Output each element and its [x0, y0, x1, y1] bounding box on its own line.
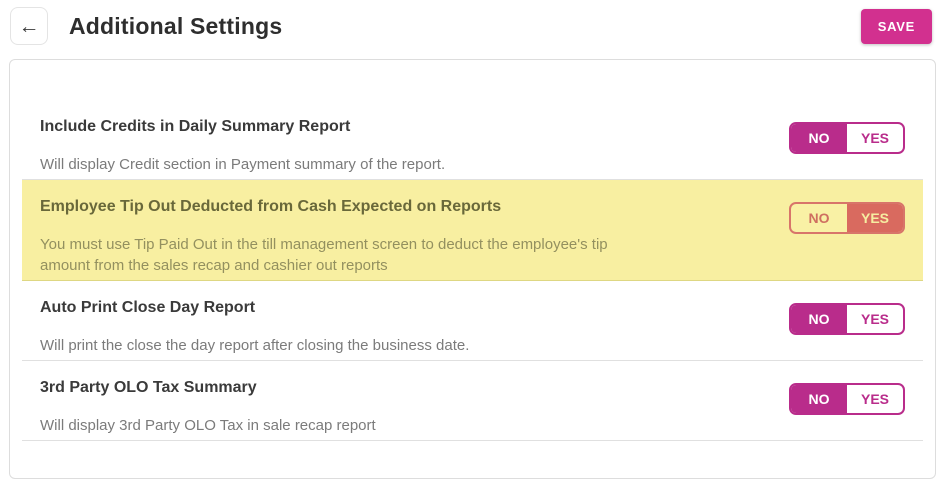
setting-text: Employee Tip Out Deducted from Cash Expe…	[40, 196, 789, 276]
setting-row-3rd-party-olo-tax: 3rd Party OLO Tax Summary Will display 3…	[22, 361, 923, 441]
no-yes-toggle: NO YES	[789, 122, 905, 154]
toggle-yes-option[interactable]: YES	[847, 204, 903, 232]
toggle-yes-option[interactable]: YES	[860, 391, 889, 407]
setting-text: Auto Print Close Day Report Will print t…	[40, 297, 789, 356]
setting-row-auto-print-close-day: Auto Print Close Day Report Will print t…	[22, 281, 923, 361]
no-yes-toggle: NO YES	[789, 383, 905, 415]
toggle-yes-option[interactable]: YES	[860, 311, 889, 327]
page-header: ← Additional Settings SAVE	[0, 0, 945, 51]
setting-description: Will display Credit section in Payment s…	[40, 156, 446, 173]
toggle-no-option[interactable]: NO	[808, 210, 830, 226]
setting-title: Auto Print Close Day Report	[40, 299, 256, 316]
settings-card: Include Credits in Daily Summary Report …	[9, 59, 936, 479]
setting-row-include-credits: Include Credits in Daily Summary Report …	[22, 100, 923, 180]
toggle-no-option[interactable]: NO	[791, 305, 847, 333]
setting-description: Will print the close the day report afte…	[40, 337, 470, 354]
setting-title: 3rd Party OLO Tax Summary	[40, 379, 257, 396]
setting-description: Will display 3rd Party OLO Tax in sale r…	[40, 417, 376, 434]
no-yes-toggle: NO YES	[789, 202, 905, 234]
setting-text: 3rd Party OLO Tax Summary Will display 3…	[40, 377, 789, 436]
toggle-no-option[interactable]: NO	[791, 124, 847, 152]
back-arrow-icon: ←	[18, 14, 40, 38]
setting-title: Employee Tip Out Deducted from Cash Expe…	[40, 198, 502, 215]
save-button[interactable]: SAVE	[860, 8, 932, 44]
setting-title: Include Credits in Daily Summary Report	[40, 118, 351, 135]
no-yes-toggle: NO YES	[789, 303, 905, 335]
back-button[interactable]: ←	[10, 7, 48, 45]
toggle-no-option[interactable]: NO	[791, 385, 847, 413]
page-title: Additional Settings	[69, 12, 283, 39]
setting-row-employee-tip-out: Employee Tip Out Deducted from Cash Expe…	[22, 180, 923, 281]
setting-description: You must use Tip Paid Out in the till ma…	[40, 236, 608, 274]
toggle-yes-option[interactable]: YES	[860, 130, 889, 146]
setting-text: Include Credits in Daily Summary Report …	[40, 116, 789, 175]
